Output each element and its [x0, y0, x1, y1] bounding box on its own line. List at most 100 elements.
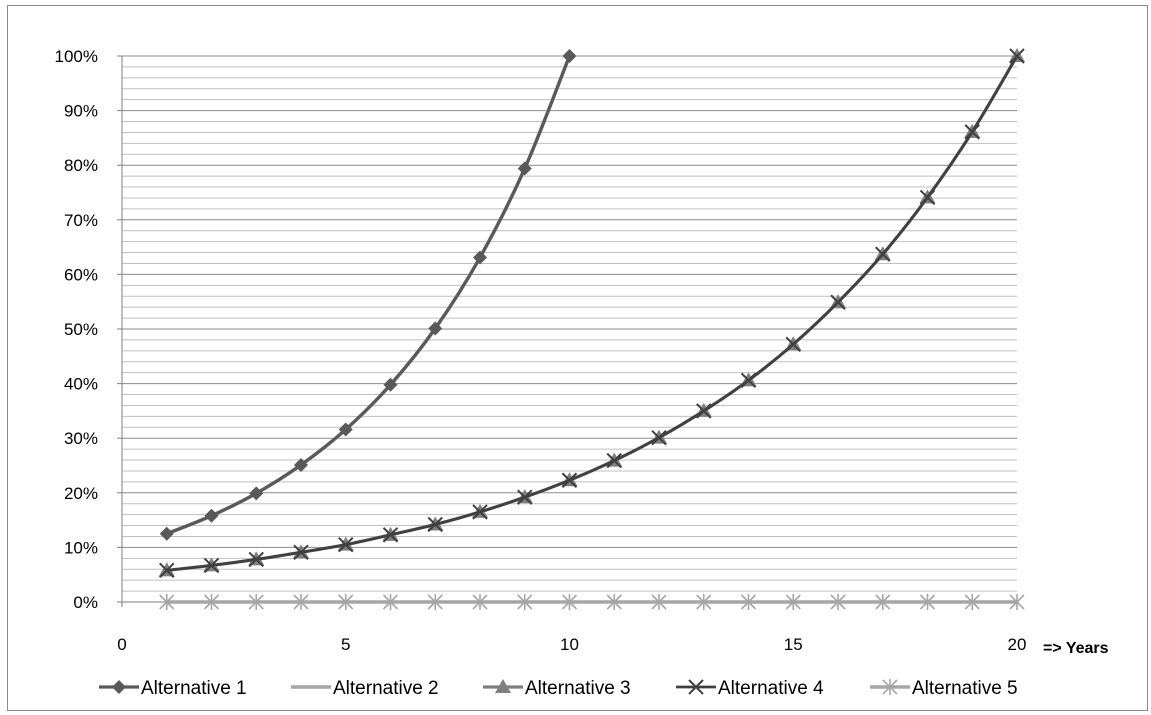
- grid-layer: [122, 55, 1017, 603]
- x-marker-stroke: [248, 551, 264, 568]
- data-point-alternative-5: [427, 594, 443, 610]
- data-point-alternative-5: [919, 594, 936, 610]
- x-marker-stroke: [561, 472, 578, 488]
- data-point-alternative-5: [248, 594, 264, 610]
- data-point-alternative-4: [561, 472, 578, 488]
- legend: Alternative 1 Alternative 2 Alternative 3 A…: [99, 678, 1018, 699]
- x-marker-stroke: [338, 536, 354, 553]
- data-point-alternative-1: [249, 486, 264, 501]
- legend-item-alternative-5: Alternative 5: [870, 678, 1018, 699]
- x-tick-label: 15: [784, 635, 803, 654]
- x-axis-unit-label: => Years: [1043, 640, 1109, 657]
- y-tick-label: 30%: [64, 429, 98, 448]
- y-tick-label: 60%: [64, 265, 98, 284]
- data-point-alternative-1: [338, 422, 353, 437]
- data-point-alternative-1: [562, 49, 577, 63]
- legend-label-alternative-2: Alternative 2: [333, 678, 439, 699]
- data-point-alternative-5: [293, 594, 309, 610]
- data-point-alternative-5: [1009, 594, 1025, 610]
- data-point-alternative-4: [875, 246, 891, 262]
- data-point-alternative-4: [427, 516, 443, 533]
- legend-marker-alternative-5: [882, 679, 898, 695]
- x-marker-stroke: [740, 372, 757, 389]
- data-point-alternative-5: [606, 594, 622, 610]
- x-tick-label: 5: [341, 635, 350, 654]
- data-point-alternative-5: [382, 594, 399, 610]
- x-marker-stroke: [1009, 48, 1025, 64]
- data-point-alternative-4: [517, 489, 533, 505]
- x-marker-stroke: [696, 403, 712, 419]
- series-alternative-3: [158, 48, 1025, 577]
- data-point-alternative-1: [204, 508, 219, 523]
- legend-label-alternative-4: Alternative 4: [718, 678, 824, 699]
- x-marker-stroke: [964, 124, 980, 140]
- y-tick-label: 10%: [64, 538, 98, 557]
- legend-item-alternative-2: Alternative 2: [291, 678, 439, 699]
- x-marker-stroke: [688, 679, 704, 695]
- series-line-alternative-1: [165, 54, 572, 536]
- data-point-alternative-4: [159, 562, 175, 579]
- data-point-alternative-4: [606, 452, 622, 469]
- x-marker-stroke: [203, 557, 220, 574]
- data-point-alternative-4: [651, 429, 667, 446]
- x-marker-stroke: [830, 294, 846, 310]
- x-marker-stroke: [785, 336, 801, 352]
- data-point-alternative-4: [785, 336, 801, 352]
- data-point-alternative-4: [830, 294, 846, 310]
- x-marker-stroke: [606, 452, 622, 469]
- data-point-alternative-4: [740, 372, 757, 389]
- y-tick-label: 70%: [64, 211, 98, 230]
- data-point-alternative-5: [830, 594, 846, 610]
- x-marker-stroke: [427, 516, 443, 533]
- series-alternative-2: [164, 54, 572, 536]
- legend-marker-alternative-3: [495, 679, 511, 693]
- data-point-alternative-5: [203, 594, 220, 610]
- label-layer: => Years 0% 10% 20% 30% 40% 50% 60% 70% 80% 90% 10…: [55, 47, 1109, 657]
- data-point-alternative-1: [517, 161, 532, 176]
- data-point-alternative-5: [159, 594, 175, 610]
- data-point-alternative-1: [294, 457, 308, 472]
- y-tick-label: 20%: [64, 484, 98, 503]
- data-point-alternative-4: [203, 557, 220, 574]
- y-tick-label: 100%: [55, 47, 98, 66]
- x-marker-stroke: [517, 489, 533, 505]
- data-point-alternative-1: [428, 321, 443, 336]
- data-point-alternative-4: [696, 403, 712, 419]
- x-marker-stroke: [472, 504, 488, 520]
- data-point-alternative-4: [472, 504, 488, 520]
- x-marker-stroke: [875, 246, 891, 262]
- data-point-alternative-4: [382, 527, 399, 543]
- data-point-alternative-1: [473, 250, 487, 265]
- x-tick-label: 0: [117, 635, 126, 654]
- x-tick-label: 10: [560, 635, 579, 654]
- y-tick-label: 0%: [73, 593, 98, 612]
- data-point-alternative-5: [472, 594, 488, 610]
- data-point-alternative-4: [248, 551, 264, 568]
- x-marker-stroke: [293, 544, 309, 561]
- data-point-alternative-4: [338, 536, 354, 553]
- data-point-alternative-5: [740, 594, 757, 610]
- data-point-alternative-1: [159, 526, 174, 541]
- data-point-alternative-5: [785, 594, 801, 610]
- data-point-alternative-5: [338, 594, 354, 610]
- data-point-alternative-5: [651, 594, 667, 610]
- series-alternative-5: [159, 594, 1025, 610]
- x-marker-stroke: [651, 429, 667, 446]
- legend-marker-alternative-1: [112, 680, 126, 694]
- data-point-alternative-5: [696, 594, 712, 610]
- data-point-alternative-5: [517, 594, 533, 610]
- data-point-alternative-5: [561, 594, 578, 610]
- data-point-alternative-1: [383, 377, 398, 392]
- x-marker-stroke: [159, 562, 175, 579]
- data-point-alternative-5: [964, 594, 980, 610]
- chart-frame: [7, 5, 1148, 711]
- x-marker-stroke: [919, 189, 936, 206]
- y-tick-label: 90%: [64, 102, 98, 121]
- y-tick-label: 50%: [64, 320, 98, 339]
- axis-layer: [117, 55, 1018, 607]
- y-tick-label: 80%: [64, 156, 98, 175]
- legend-item-alternative-1: Alternative 1: [99, 678, 247, 699]
- x-tick-label: 20: [1008, 635, 1027, 654]
- series-layer: [158, 48, 1025, 610]
